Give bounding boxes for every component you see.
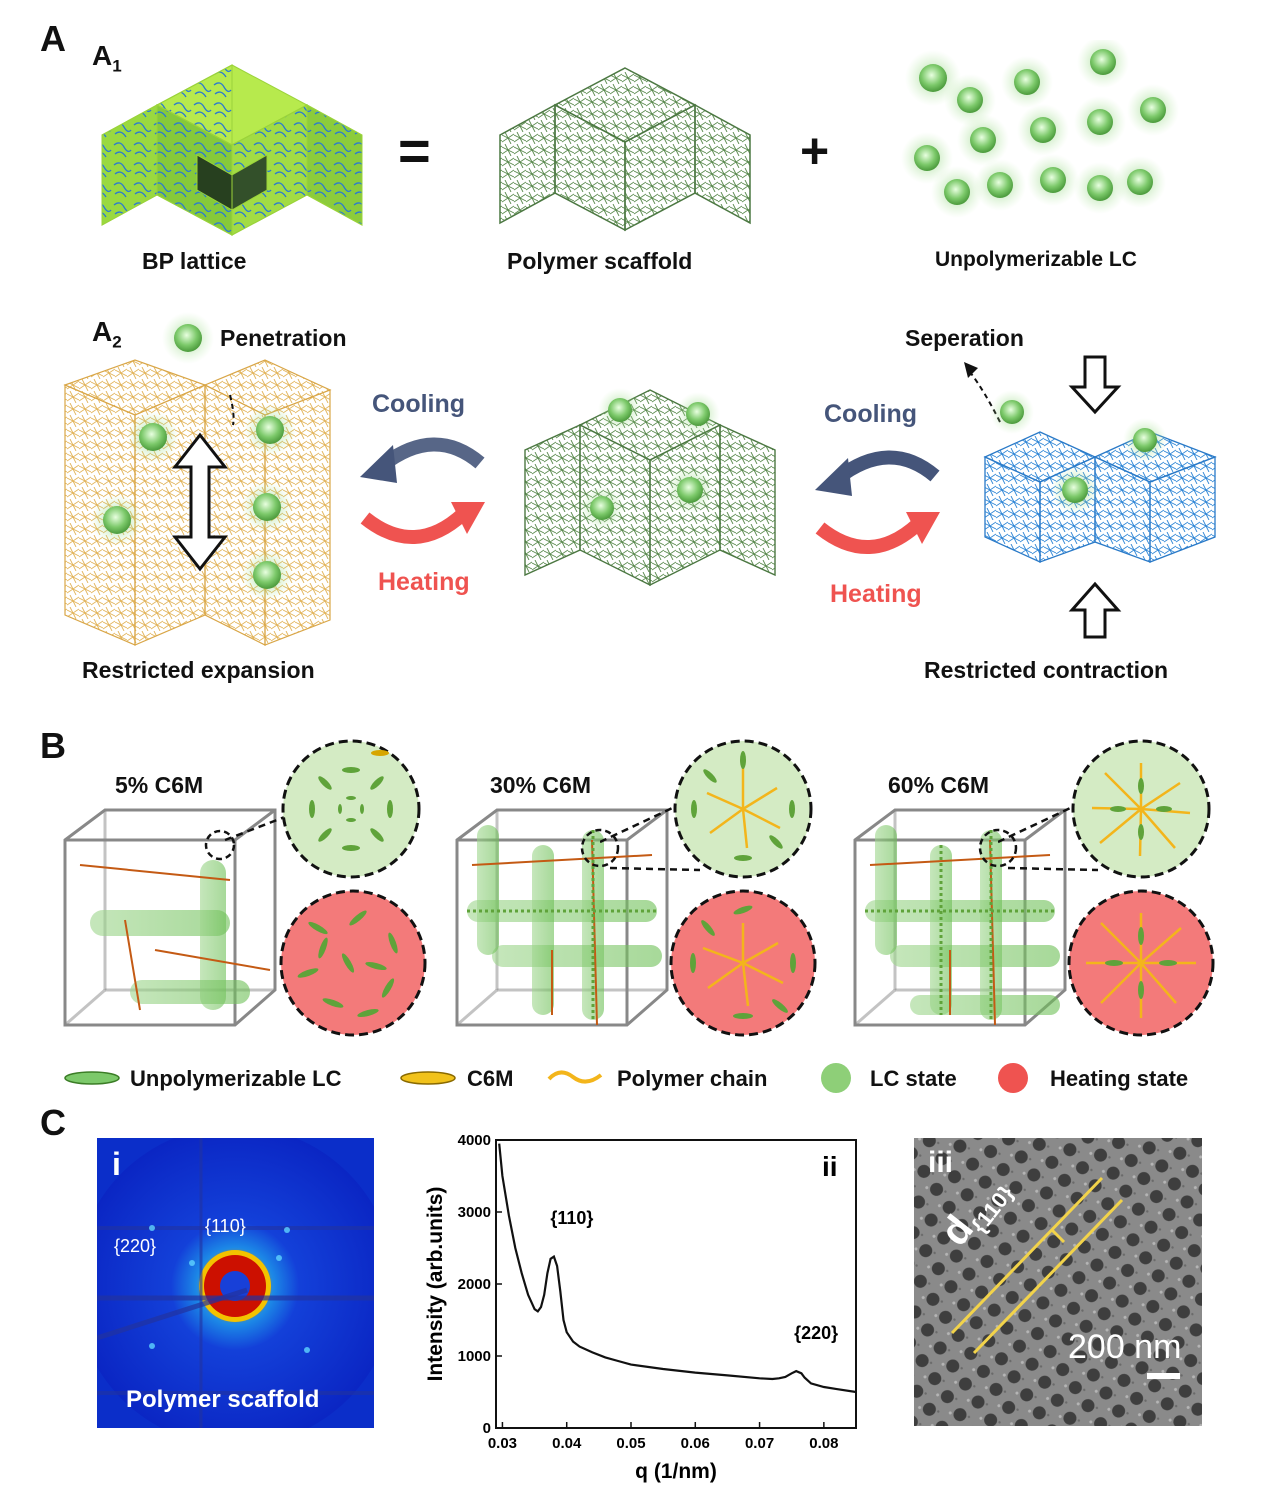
saxs-pattern-image [97, 1138, 374, 1428]
zoom-heat-5pct [279, 889, 427, 1037]
x-tick-label: 0.07 [745, 1435, 774, 1452]
tem-image [914, 1138, 1202, 1426]
cooling-label-right: Cooling [824, 400, 918, 428]
heating-label-left: Heating [378, 568, 470, 596]
penetration-droplet [162, 312, 214, 364]
chart-x-label: q (1/nm) [635, 1460, 717, 1483]
panel-c-ii-label: ii [822, 1151, 838, 1182]
chart-annotation: {110} [550, 1208, 593, 1228]
panel-b-letter: B [40, 725, 66, 766]
panel-a-letter: A [40, 18, 66, 59]
zoom-heat-30pct [669, 889, 817, 1037]
zoom-connector-30 [600, 793, 701, 872]
panel-c-iii-label: iii [928, 1146, 954, 1179]
chart-series-line [498, 1143, 857, 1394]
title-5pct-c6m: 5% C6M [115, 772, 204, 798]
legend-c6m-label: C6M [467, 1066, 514, 1091]
saxs-peak-220: {220} [114, 1236, 157, 1256]
legend-c6m-swatch [400, 1071, 456, 1085]
cube-30pct [455, 808, 669, 1027]
panel-c-letter: C [40, 1102, 66, 1143]
legend-lc-label: Unpolymerizable LC [130, 1066, 342, 1091]
panel-a1-label: A1 [92, 40, 122, 76]
cube-5pct [63, 808, 291, 1027]
x-tick-label: 0.08 [809, 1435, 838, 1452]
zoom-heat-60pct [1067, 889, 1215, 1037]
expanded-scaffold-image [63, 359, 332, 646]
chart-y-label: Intensity (arb.units) [424, 1187, 447, 1382]
y-tick-label: 2000 [458, 1276, 491, 1293]
tem-scale-bar-label: 200 nm [1068, 1328, 1182, 1366]
restricted-expansion-label: Restricted expansion [82, 657, 315, 683]
zoom-lc-30pct [673, 739, 813, 879]
y-tick-label: 3000 [458, 1204, 491, 1221]
legend-polymer-swatch [547, 1070, 603, 1084]
polymer-scaffold-image [499, 67, 751, 232]
zoom-lc-60pct [1071, 739, 1211, 879]
caption-unpolymerizable-lc: Unpolymerizable LC [935, 248, 1137, 271]
penetration-label: Penetration [220, 325, 347, 351]
legend-heating-label: Heating state [1050, 1066, 1189, 1091]
middle-scaffold-image [524, 388, 776, 587]
panel-c-i-label: i [112, 1146, 121, 1182]
y-tick-label: 0 [483, 1420, 491, 1437]
bp-lattice-image [101, 64, 363, 236]
heating-label-right: Heating [830, 580, 922, 608]
panel-a2-label: A2 [92, 316, 122, 352]
contracted-scaffold-image [964, 355, 1217, 639]
x-tick-label: 0.03 [488, 1435, 517, 1452]
cooling-arrow-left [360, 437, 485, 483]
seperation-label: Seperation [905, 325, 1024, 351]
saxs-caption: Polymer scaffold [126, 1386, 320, 1413]
heating-arrow-right [815, 512, 940, 555]
legend-heating-swatch [998, 1063, 1028, 1093]
restricted-contraction-label: Restricted contraction [924, 657, 1169, 683]
caption-polymer-scaffold: Polymer scaffold [507, 248, 693, 274]
x-tick-label: 0.06 [681, 1435, 710, 1452]
plus-sign: + [800, 123, 830, 179]
lc-droplets-image [901, 40, 1179, 218]
legend-lc-state-label: LC state [870, 1066, 957, 1091]
zoom-lc-5pct [281, 739, 421, 879]
x-tick-label: 0.04 [552, 1435, 582, 1452]
cube-60pct [853, 808, 1067, 1027]
legend-polymer-label: Polymer chain [617, 1066, 768, 1091]
heating-arrow-left [360, 502, 485, 545]
x-tick-label: 0.05 [616, 1435, 645, 1452]
cooling-label-left: Cooling [372, 390, 466, 418]
equals-sign: = [398, 119, 431, 182]
cooling-arrow-right [815, 450, 940, 496]
zoom-connector-60 [998, 793, 1099, 872]
intensity-chart: 0.03 0.04 0.05 0.06 0.07 0.08 0 1000 2000 3000 400… [424, 1132, 857, 1483]
saxs-peak-110: {110} [205, 1216, 246, 1236]
chart-annotation: {220} [794, 1323, 838, 1343]
legend-lc-state-swatch [821, 1063, 851, 1093]
y-tick-label: 4000 [458, 1132, 491, 1149]
legend-lc-swatch [64, 1071, 120, 1085]
caption-bp-lattice: BP lattice [142, 248, 247, 274]
chart-frame [495, 1139, 857, 1429]
title-30pct-c6m: 30% C6M [490, 772, 591, 798]
y-tick-label: 1000 [458, 1348, 491, 1365]
title-60pct-c6m: 60% C6M [888, 772, 989, 798]
